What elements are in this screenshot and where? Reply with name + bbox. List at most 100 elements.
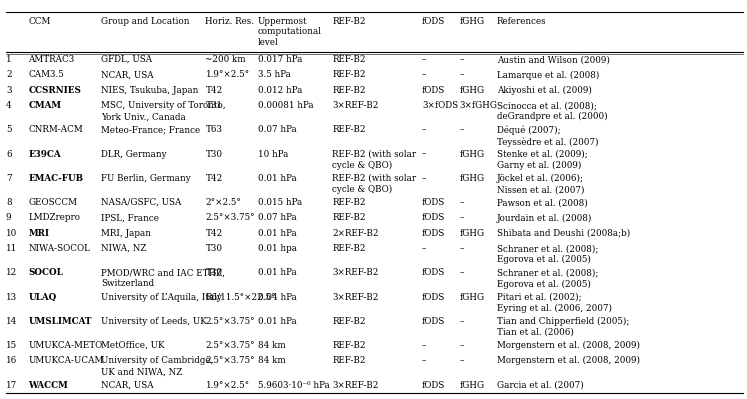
Text: IPSL, France: IPSL, France [101,213,158,222]
Text: 11: 11 [6,244,17,253]
Text: REF-B2 (with solar
cycle & QBO): REF-B2 (with solar cycle & QBO) [332,174,417,194]
Text: REF-B2: REF-B2 [332,55,366,64]
Text: 8: 8 [6,198,12,207]
Text: MRI, Japan: MRI, Japan [101,229,151,238]
Text: CCSRNIES: CCSRNIES [28,86,81,95]
Text: fODS: fODS [422,268,445,277]
Text: T30: T30 [205,244,223,253]
Text: Horiz. Res.: Horiz. Res. [205,17,255,26]
Text: 2.5°×3.75°: 2.5°×3.75° [205,341,255,350]
Text: University of L’Aquila, Italy: University of L’Aquila, Italy [101,292,222,302]
Text: –: – [422,174,427,183]
Text: R6/11.5°×22.5°: R6/11.5°×22.5° [205,292,276,302]
Text: 16: 16 [6,356,17,365]
Text: fGHG: fGHG [459,86,485,95]
Text: T31: T31 [205,101,223,110]
Text: 2.5°×3.75°: 2.5°×3.75° [205,356,255,365]
Text: PMOD/WRC and IAC ETHZ,
Switzerland: PMOD/WRC and IAC ETHZ, Switzerland [101,268,225,288]
Text: 0.07 hPa: 0.07 hPa [258,125,297,134]
Text: Meteo-France; France: Meteo-France; France [101,125,200,134]
Text: Morgenstern et al. (2008, 2009): Morgenstern et al. (2008, 2009) [497,356,639,365]
Text: REF-B2: REF-B2 [332,125,366,134]
Text: 0.01 hPa: 0.01 hPa [258,268,297,277]
Text: –: – [422,55,427,64]
Text: T30: T30 [205,150,223,159]
Text: fODS: fODS [422,213,445,222]
Text: 5.9603·10⁻⁶ hPa: 5.9603·10⁻⁶ hPa [258,381,329,389]
Text: GFDL, USA: GFDL, USA [101,55,152,64]
Text: CAM3.5: CAM3.5 [28,71,64,79]
Text: 5: 5 [6,125,11,134]
Text: Schraner et al. (2008);
Egorova et al. (2005): Schraner et al. (2008); Egorova et al. (… [497,244,598,264]
Text: 3: 3 [6,86,11,95]
Text: 0.015 hPa: 0.015 hPa [258,198,302,207]
Text: REF-B2: REF-B2 [332,71,366,79]
Text: 0.00081 hPa: 0.00081 hPa [258,101,313,110]
Text: 10: 10 [6,229,17,238]
Text: 15: 15 [6,341,17,350]
Text: 14: 14 [6,317,17,326]
Text: 3×REF-B2: 3×REF-B2 [332,101,379,110]
Text: fGHG: fGHG [459,381,485,389]
Text: UMUKCA-METO: UMUKCA-METO [28,341,102,350]
Text: REF-B2: REF-B2 [332,198,366,207]
Text: Morgenstern et al. (2008, 2009): Morgenstern et al. (2008, 2009) [497,341,639,350]
Text: University of Cambridge,
UK and NIWA, NZ: University of Cambridge, UK and NIWA, NZ [101,356,213,376]
Text: –: – [459,198,464,207]
Text: 1.9°×2.5°: 1.9°×2.5° [205,71,249,79]
Text: fODS: fODS [422,292,445,302]
Text: 2×REF-B2: 2×REF-B2 [332,229,379,238]
Text: 1.9°×2.5°: 1.9°×2.5° [205,381,249,389]
Text: 1: 1 [6,55,12,64]
Text: fGHG: fGHG [459,292,485,302]
Text: 7: 7 [6,174,12,183]
Text: Schraner et al. (2008);
Egorova et al. (2005): Schraner et al. (2008); Egorova et al. (… [497,268,598,288]
Text: 2: 2 [6,71,12,79]
Text: 0.01 hPa: 0.01 hPa [258,229,297,238]
Text: NIWA, NZ: NIWA, NZ [101,244,146,253]
Text: –: – [422,125,427,134]
Text: –: – [422,71,427,79]
Text: 3×fGHG: 3×fGHG [459,101,498,110]
Text: –: – [422,356,427,365]
Text: Pitari et al. (2002);
Eyring et al. (2006, 2007): Pitari et al. (2002); Eyring et al. (200… [497,292,612,313]
Text: fGHG: fGHG [459,174,485,183]
Text: fGHG: fGHG [459,17,485,26]
Text: GEOSCCM: GEOSCCM [28,198,78,207]
Text: T42: T42 [205,174,223,183]
Text: Pawson et al. (2008): Pawson et al. (2008) [497,198,587,207]
Text: REF-B2: REF-B2 [332,213,366,222]
Text: MRI: MRI [28,229,49,238]
Text: 4: 4 [6,101,12,110]
Text: 2.5°×3.75°: 2.5°×3.75° [205,317,255,326]
Text: Stenke et al. (2009);
Garny et al. (2009): Stenke et al. (2009); Garny et al. (2009… [497,150,587,170]
Text: 3×REF-B2: 3×REF-B2 [332,292,379,302]
Text: 6: 6 [6,150,12,159]
Text: WACCM: WACCM [28,381,68,389]
Text: References: References [497,17,546,26]
Text: 0.07 hPa: 0.07 hPa [258,213,297,222]
Text: fGHG: fGHG [459,229,485,238]
Text: ULAQ: ULAQ [28,292,57,302]
Text: REF-B2: REF-B2 [332,17,366,26]
Text: 13: 13 [6,292,17,302]
Text: Austin and Wilson (2009): Austin and Wilson (2009) [497,55,610,64]
Text: CNRM-ACM: CNRM-ACM [28,125,83,134]
Text: MetOffice, UK: MetOffice, UK [101,341,164,350]
Text: NIES, Tsukuba, Japan: NIES, Tsukuba, Japan [101,86,198,95]
Text: MSC, University of Toronto,
York Univ., Canada: MSC, University of Toronto, York Univ., … [101,101,226,121]
Text: REF-B2: REF-B2 [332,244,366,253]
Text: ~200 km: ~200 km [205,55,246,64]
Text: fODS: fODS [422,198,445,207]
Text: Tian and Chipperfield (2005);
Tian et al. (2006): Tian and Chipperfield (2005); Tian et al… [497,317,629,337]
Text: fODS: fODS [422,317,445,326]
Text: REF-B2: REF-B2 [332,341,366,350]
Text: FU Berlin, Germany: FU Berlin, Germany [101,174,190,183]
Text: –: – [459,268,464,277]
Text: EMAC-FUB: EMAC-FUB [28,174,84,183]
Text: fODS: fODS [422,17,445,26]
Text: UMSLIMCAT: UMSLIMCAT [28,317,92,326]
Text: REF-B2: REF-B2 [332,356,366,365]
Text: 2°×2.5°: 2°×2.5° [205,198,241,207]
Text: fODS: fODS [422,381,445,389]
